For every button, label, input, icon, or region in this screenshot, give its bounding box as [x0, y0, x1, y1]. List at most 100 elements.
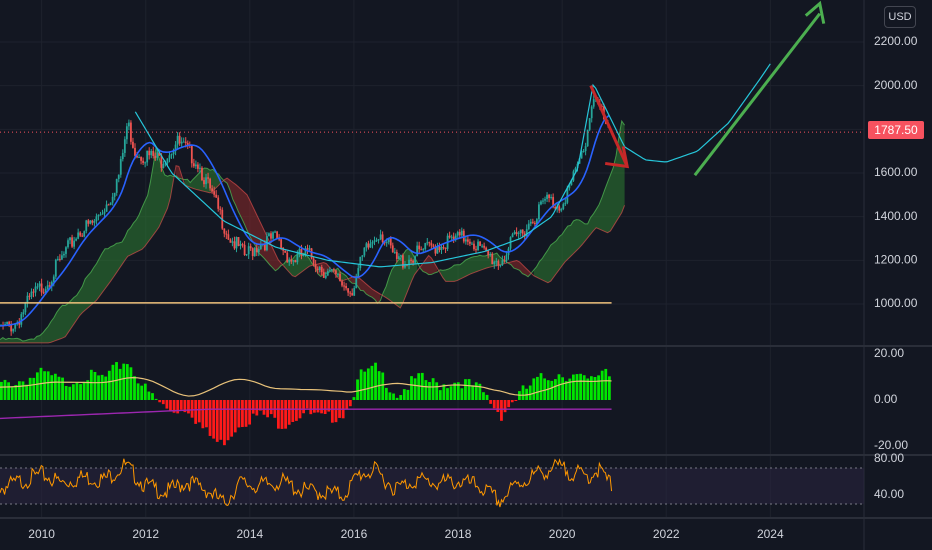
candle-body	[247, 246, 250, 255]
candle-body	[586, 129, 589, 147]
moving-average-line	[0, 114, 610, 327]
candle-body	[58, 258, 61, 260]
oscillator-bar	[269, 400, 273, 415]
candle-body	[219, 208, 222, 210]
oscillator-bar	[3, 379, 7, 400]
candle-body	[322, 272, 325, 278]
candle-body	[318, 266, 321, 270]
candle-body	[186, 142, 189, 146]
oscillator-bar	[302, 400, 305, 414]
oscillator-bar	[323, 400, 327, 415]
price-tick-label: 1000.00	[874, 296, 918, 310]
candle-body	[201, 167, 203, 181]
oscillator-bar	[514, 400, 518, 401]
oscillator-bar	[557, 374, 561, 400]
candle-body	[552, 197, 555, 207]
candle-body	[249, 246, 252, 249]
candle-body	[542, 200, 544, 202]
candle-body	[46, 285, 49, 290]
oscillator-bar	[7, 382, 10, 400]
bullish-arrow-shaft	[693, 12, 821, 177]
currency-button[interactable]: USD	[884, 6, 916, 28]
candle-body	[79, 232, 82, 236]
oscillator-bar	[111, 364, 115, 400]
time-tick-label: 2014	[236, 527, 263, 541]
candle-body	[351, 293, 354, 296]
rsi-band-fill	[0, 468, 864, 504]
candle-body	[448, 235, 451, 238]
candle-body	[168, 155, 171, 159]
candle-body	[148, 150, 151, 156]
candle-body	[497, 261, 500, 266]
candle-body	[361, 255, 364, 257]
candle-body	[377, 239, 380, 241]
candle-body	[154, 156, 157, 158]
candle-body	[263, 244, 266, 251]
oscillator-bar	[485, 394, 489, 400]
oscillator-bar	[251, 400, 255, 414]
candle-body	[424, 242, 427, 250]
candle-body	[558, 206, 561, 211]
candle-body	[339, 273, 341, 282]
candle-body	[140, 157, 142, 161]
candle-body	[156, 152, 159, 158]
candle-body	[397, 256, 400, 259]
oscillator-bar	[93, 371, 97, 400]
oscillator-bar	[215, 400, 219, 442]
oscillator-bar	[165, 400, 169, 409]
oscillator-bar	[539, 373, 543, 400]
candle-body	[428, 242, 431, 244]
candle-body	[217, 197, 220, 209]
oscillator-bar	[446, 388, 449, 400]
candle-body	[125, 126, 128, 140]
oscillator-bar	[244, 400, 248, 427]
candle-body	[505, 255, 508, 262]
oscillator-bar	[330, 400, 334, 423]
candle-body	[477, 241, 479, 250]
oscillator-bar	[158, 400, 162, 403]
candle-body	[456, 232, 459, 236]
candle-body	[479, 241, 481, 246]
oscillator-bar	[255, 400, 259, 416]
candle-body	[280, 239, 283, 248]
candle-body	[302, 254, 305, 257]
candle-body	[320, 266, 323, 273]
candle-body	[533, 222, 536, 225]
oscillator-bar	[25, 384, 28, 400]
candle-body	[570, 180, 573, 186]
oscillator-bar	[410, 376, 413, 400]
oscillator-bar	[532, 378, 536, 400]
candle-body	[203, 180, 205, 185]
candle-body	[225, 233, 228, 235]
oscillator-bar	[500, 400, 503, 421]
oscillator-bar	[607, 376, 611, 400]
candle-body	[422, 249, 425, 251]
oscillator-bar	[284, 400, 287, 429]
candle-body	[255, 248, 258, 253]
candle-body	[509, 237, 512, 249]
oscillator-bar	[442, 384, 446, 400]
oscillator-bar	[395, 397, 399, 400]
candle-body	[158, 152, 161, 156]
candle-body	[44, 289, 47, 293]
candle-body	[393, 251, 396, 253]
candle-body	[71, 237, 73, 247]
oscillator-bar	[133, 376, 136, 400]
candle-body	[215, 194, 218, 198]
candle-body	[276, 231, 278, 239]
bearish-arrow-head	[604, 146, 630, 169]
oscillator-bar	[21, 381, 25, 400]
candle-body	[205, 177, 207, 185]
oscillator-bar	[352, 397, 356, 400]
last-price-label: 1787.50	[868, 121, 924, 139]
oscillator-bar	[503, 400, 507, 413]
candle-body	[491, 254, 494, 265]
candle-body	[438, 246, 441, 250]
oscillator-bar	[89, 369, 93, 400]
candle-body	[511, 234, 514, 238]
candle-body	[359, 256, 362, 269]
candle-body	[544, 199, 546, 201]
candle-body	[162, 163, 165, 168]
candle-body	[227, 234, 230, 240]
